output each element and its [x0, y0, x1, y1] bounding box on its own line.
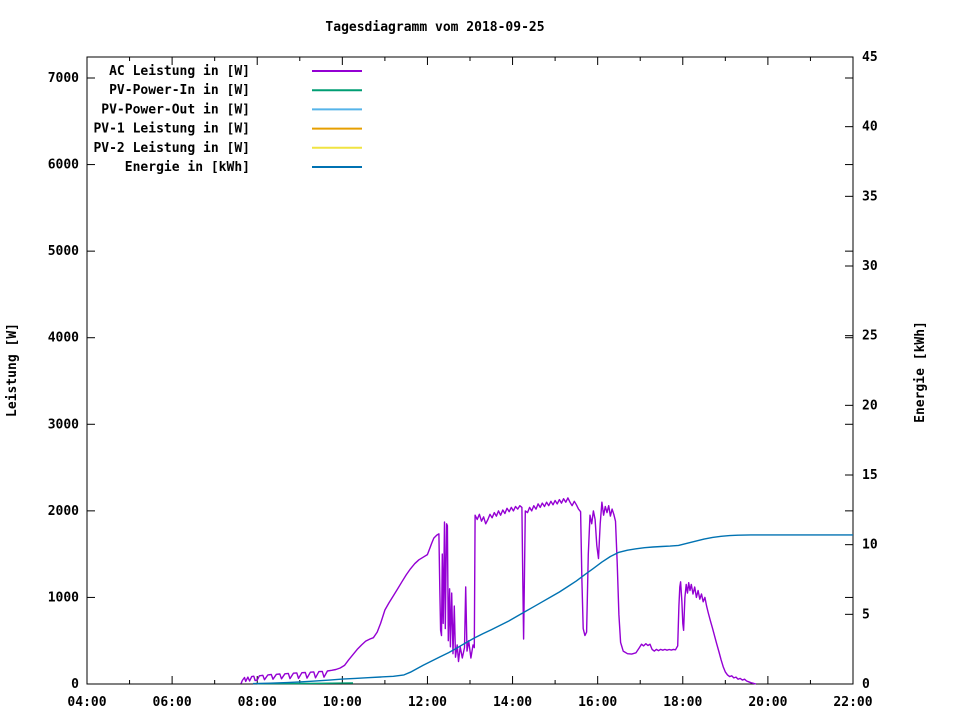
y2-tick-label: 20	[862, 398, 878, 413]
chart-title: Tagesdiagramm vom 2018-09-25	[325, 20, 544, 35]
y1-tick-label: 3000	[48, 417, 79, 432]
x-tick-label: 12:00	[408, 695, 447, 710]
legend: AC Leistung in [W] PV-Power-In in [W] PV-P…	[93, 64, 362, 175]
y1-tick-label: 0	[71, 677, 79, 692]
x-tick-label: 20:00	[748, 695, 787, 710]
y2-tick-label: 5	[862, 607, 870, 622]
legend-label: PV-Power-In in [W]	[109, 83, 250, 98]
y2-tick-label: 15	[862, 468, 878, 483]
legend-label: PV-Power-Out in [W]	[101, 102, 250, 117]
x-tick-label: 22:00	[833, 695, 872, 710]
y1-axis-label: Leistung [W]	[5, 323, 20, 417]
y1-tick-label: 1000	[48, 590, 79, 605]
series-line-ac-leistung-in-w-	[240, 497, 757, 685]
y1-tick-label: 4000	[48, 331, 79, 346]
x-tick-label: 10:00	[323, 695, 362, 710]
x-tick-label: 14:00	[493, 695, 532, 710]
y2-tick-label: 0	[862, 677, 870, 692]
y2-tick-label: 25	[862, 329, 878, 344]
series-line-energie-in-kwh-	[252, 534, 853, 685]
axis-tick-labels: 04:00 06:00 08:00 10:00 12:00 14:00 16:00 18:00…	[48, 50, 878, 710]
y1-tick-label: 2000	[48, 504, 79, 519]
data-series	[240, 497, 853, 685]
y2-tick-label: 10	[862, 538, 878, 553]
y2-axis-label: Energie [kWh]	[913, 321, 928, 423]
legend-label: PV-1 Leistung in [W]	[93, 122, 250, 137]
x-tick-label: 16:00	[578, 695, 617, 710]
y1-tick-label: 6000	[48, 158, 79, 173]
x-tick-label: 06:00	[153, 695, 192, 710]
axis-ticks	[86, 56, 854, 685]
legend-label: Energie in [kWh]	[125, 160, 250, 175]
y2-tick-label: 45	[862, 50, 878, 65]
x-tick-label: 04:00	[67, 695, 106, 710]
y2-tick-label: 35	[862, 189, 878, 204]
y1-tick-label: 5000	[48, 244, 79, 259]
x-tick-label: 18:00	[663, 695, 702, 710]
x-tick-label: 08:00	[238, 695, 277, 710]
legend-label: AC Leistung in [W]	[109, 64, 250, 79]
y1-tick-label: 7000	[48, 71, 79, 86]
y2-tick-label: 40	[862, 120, 878, 135]
legend-label: PV-2 Leistung in [W]	[93, 141, 250, 156]
y2-tick-label: 30	[862, 259, 878, 274]
